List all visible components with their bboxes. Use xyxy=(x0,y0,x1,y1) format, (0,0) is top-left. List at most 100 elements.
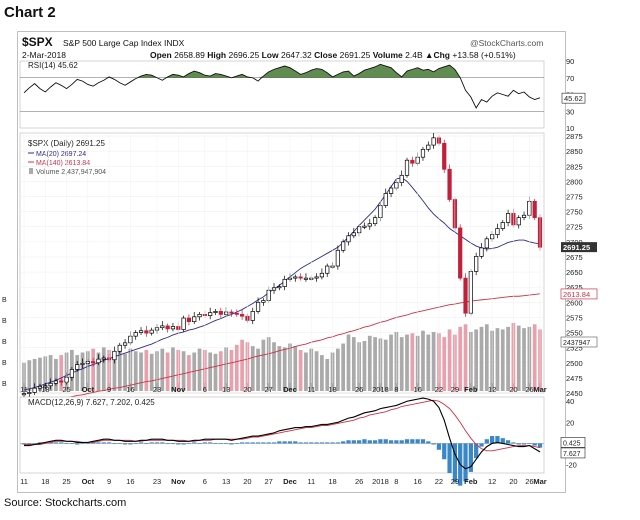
macd-histogram-bar xyxy=(229,443,234,445)
volume-bar xyxy=(213,353,218,391)
macd-histogram-bar xyxy=(91,442,96,444)
price-tick-label: 2650 xyxy=(566,268,583,277)
macd-histogram-bar xyxy=(181,443,186,445)
macd-histogram-bar xyxy=(532,443,537,446)
rsi-line xyxy=(23,63,541,109)
volume-bar xyxy=(117,351,122,391)
macd-histogram-bar xyxy=(154,442,160,444)
macd-histogram-bar xyxy=(59,442,64,444)
volume-label: Volume xyxy=(372,50,403,60)
price-x-tick-label: 8 xyxy=(394,385,398,394)
candle-body xyxy=(80,363,85,365)
candle-body xyxy=(208,312,213,316)
close-value: 2691.25 xyxy=(339,50,371,60)
macd-histogram-bar xyxy=(224,443,229,445)
macd-histogram-bar xyxy=(505,440,511,444)
macd-histogram-bar xyxy=(48,442,53,444)
candle-body xyxy=(144,330,149,334)
volume-bar xyxy=(229,349,234,391)
macd-histogram-bar xyxy=(521,443,527,445)
volume-bar xyxy=(447,329,452,391)
volume-bar xyxy=(341,343,346,391)
ma140-legend: MA(140) 2613.84 xyxy=(36,160,90,167)
volume-bar xyxy=(256,348,260,391)
macd-histogram-bar xyxy=(410,439,415,444)
macd-histogram-bar xyxy=(325,442,330,444)
volume-bar xyxy=(54,358,58,391)
price-x-tick-label: 29 xyxy=(451,385,459,394)
candle-body xyxy=(319,272,325,278)
candle-body xyxy=(303,277,309,280)
volume-bar xyxy=(516,325,521,391)
candle-body xyxy=(474,255,479,272)
macd-histogram-bar xyxy=(192,442,197,444)
macd-histogram-bar xyxy=(149,442,154,444)
price-x-tick-label: 11 xyxy=(307,385,315,394)
candle-body xyxy=(181,317,186,330)
price-tick-label: 2725 xyxy=(566,223,583,232)
candle-body xyxy=(314,276,319,279)
macd-signal-line xyxy=(24,399,541,452)
macd-histogram-bar xyxy=(537,443,543,448)
volume-bar xyxy=(218,351,223,391)
candle-body xyxy=(138,330,144,333)
candle-body xyxy=(192,316,197,323)
volume-bar xyxy=(48,355,53,391)
candle-body xyxy=(362,225,367,228)
price-x-tick-label: 13 xyxy=(222,385,230,394)
macd-x-tick-label: 11 xyxy=(20,477,28,486)
macd-histogram-bar xyxy=(21,443,27,445)
ma20-legend: MA(20) 2697.24 xyxy=(36,151,86,158)
volume-bar xyxy=(96,352,101,391)
volume-bar xyxy=(272,342,276,391)
volume-bar xyxy=(426,334,431,391)
macd-histogram-bar xyxy=(234,443,239,445)
volume-bar xyxy=(112,352,117,391)
volume-bar xyxy=(320,355,324,391)
volume-bar xyxy=(522,328,526,391)
volume-bar xyxy=(139,352,143,391)
candle-body xyxy=(218,311,223,315)
price-x-tick-label: 27 xyxy=(265,385,273,394)
macd-x-tick-label: 6 xyxy=(203,477,207,486)
volume-bar xyxy=(346,334,351,391)
candle-body xyxy=(341,241,346,251)
macd-x-tick-label: 26 xyxy=(525,477,533,486)
macd-histogram-bar xyxy=(293,441,298,444)
macd-histogram-bar xyxy=(527,443,532,445)
volume-bar xyxy=(389,334,393,391)
candle-body xyxy=(431,137,436,146)
macd-histogram-bar xyxy=(128,443,133,445)
ma140-line xyxy=(23,293,541,407)
macd-histogram-bar xyxy=(186,443,192,445)
price-x-tick-label: 9 xyxy=(107,385,111,394)
macd-x-tick-label: 18 xyxy=(328,477,336,486)
macd-histogram-bar xyxy=(176,443,181,445)
macd-tick-label: 40 xyxy=(566,397,574,406)
candle-body xyxy=(298,276,303,279)
price-tick-label: 2600 xyxy=(566,298,583,307)
volume-bar xyxy=(399,337,404,391)
volume-bar xyxy=(335,348,340,391)
candle-body xyxy=(426,144,431,150)
macd-histogram-bar xyxy=(53,442,59,444)
macd-histogram-bar xyxy=(101,442,106,444)
candle-body xyxy=(43,385,48,388)
rsi-value-tag xyxy=(561,92,586,104)
macd-histogram-bar xyxy=(442,443,447,460)
macd-histogram-bar xyxy=(261,442,266,444)
volume-bar xyxy=(506,326,510,391)
macd-histogram-bar xyxy=(160,442,165,444)
volume-bar xyxy=(80,352,85,391)
symbol-label: $SPX xyxy=(22,35,53,49)
macd-histogram-bar xyxy=(341,441,346,444)
price-tick-label: 2475 xyxy=(566,374,583,383)
price-x-tick-label: Nov xyxy=(171,385,186,394)
price-x-tick-label: 22 xyxy=(435,385,443,394)
volume-legend-swatch xyxy=(29,168,33,174)
candle-body xyxy=(500,222,505,229)
macd-histogram-bar xyxy=(287,441,293,444)
macd-histogram-bar xyxy=(378,439,383,444)
volume-bar xyxy=(27,360,32,391)
price-x-tick-label: 23 xyxy=(153,385,161,394)
